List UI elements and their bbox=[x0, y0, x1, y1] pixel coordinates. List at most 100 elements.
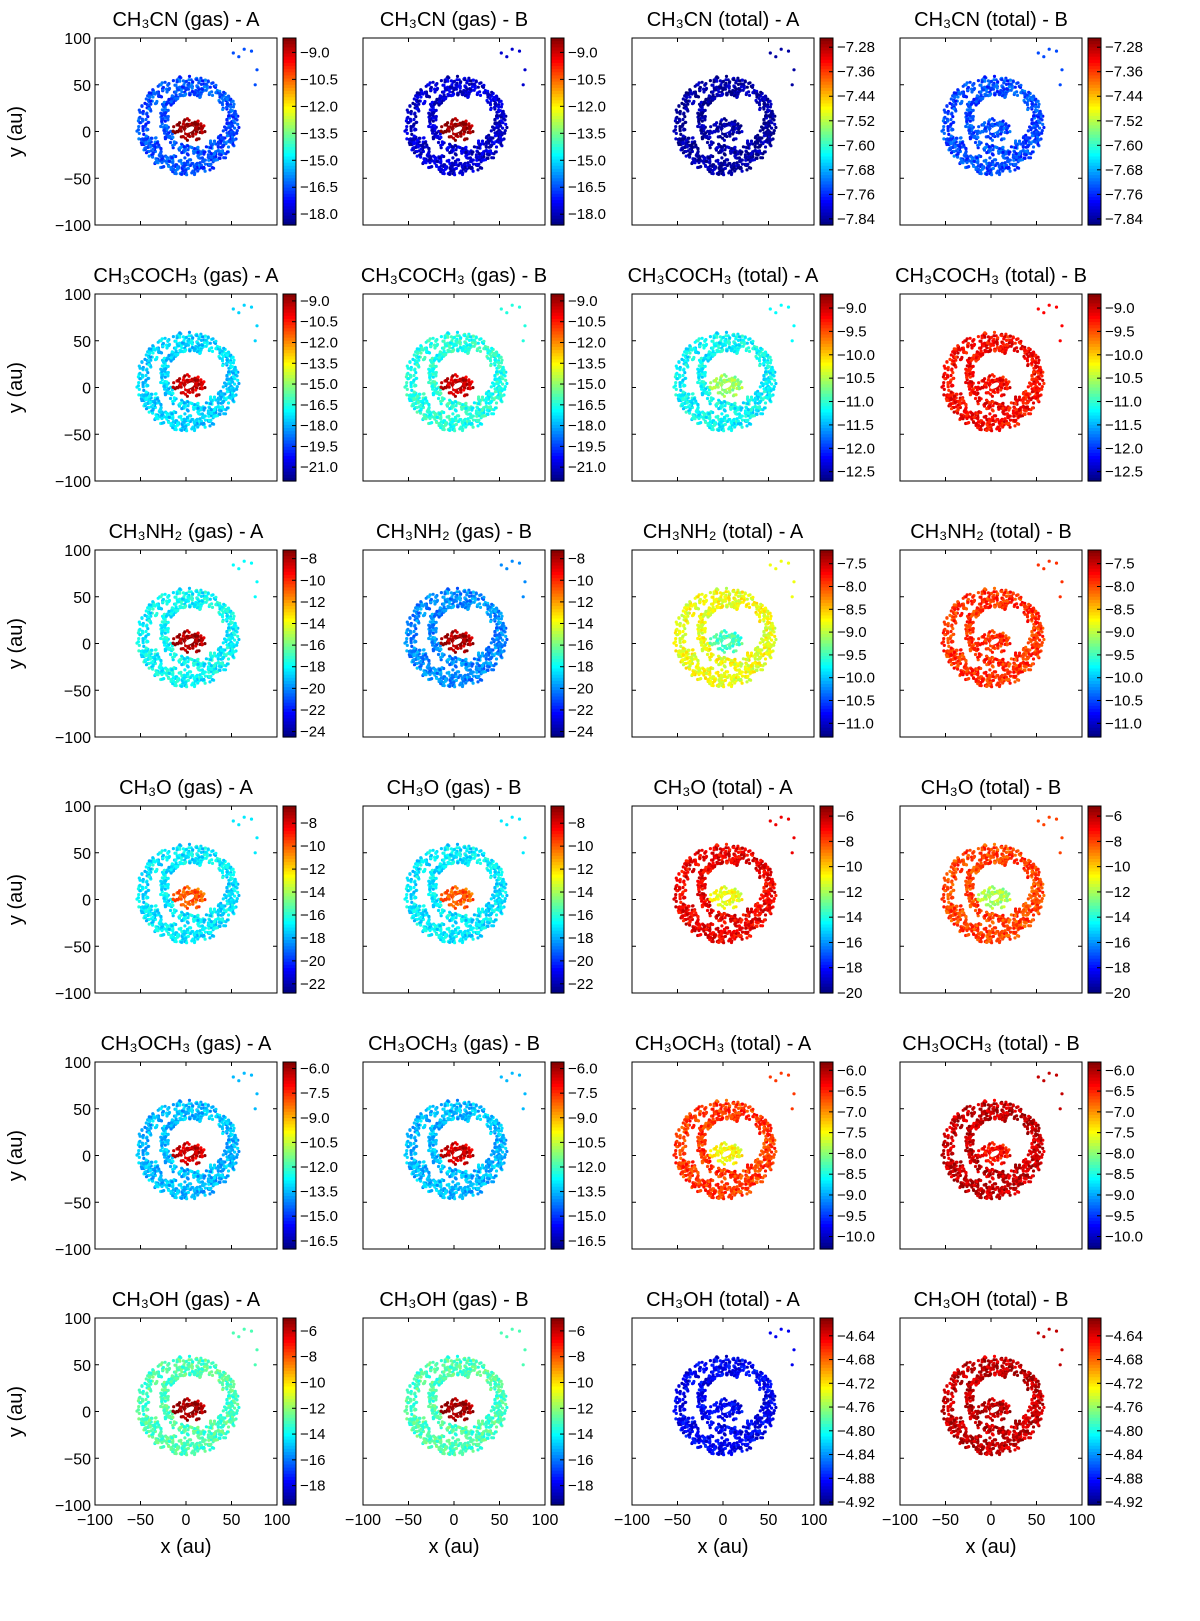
scatter-point bbox=[505, 55, 509, 59]
scatter-point bbox=[953, 144, 957, 148]
scatter-point bbox=[468, 87, 472, 91]
scatter-point bbox=[159, 111, 163, 115]
scatter-point bbox=[942, 131, 946, 135]
scatter-point bbox=[144, 134, 148, 138]
scatter-point bbox=[946, 125, 950, 129]
scatter-point bbox=[419, 147, 423, 151]
scatter-point bbox=[970, 90, 974, 94]
scatter-point bbox=[431, 80, 435, 84]
scatter-point bbox=[1004, 92, 1008, 96]
scatter-point bbox=[233, 121, 237, 125]
scatter-point bbox=[191, 336, 195, 340]
scatter-point bbox=[237, 125, 241, 130]
scatter-point bbox=[451, 93, 455, 97]
scatter-point bbox=[942, 125, 946, 129]
scatter-point bbox=[183, 381, 187, 385]
scatter-point bbox=[1047, 47, 1051, 51]
scatter-point bbox=[500, 138, 504, 142]
scatter-point bbox=[739, 124, 743, 128]
scatter-point bbox=[233, 126, 237, 130]
scatter-point bbox=[190, 427, 194, 431]
scatter-point bbox=[734, 137, 738, 141]
scatter-point bbox=[216, 405, 220, 409]
scatter-point bbox=[983, 79, 987, 83]
scatter-point bbox=[151, 151, 155, 155]
scatter-point bbox=[227, 121, 231, 125]
y-tick-label: 0 bbox=[82, 381, 91, 398]
scatter-point bbox=[231, 371, 235, 375]
scatter-point bbox=[943, 110, 947, 114]
scatter-point bbox=[1006, 160, 1010, 164]
scatter-point bbox=[144, 407, 149, 411]
scatter-point bbox=[1032, 114, 1036, 118]
scatter-point bbox=[184, 168, 188, 172]
scatter-point bbox=[1017, 139, 1022, 143]
scatter-point bbox=[679, 138, 683, 142]
scatter-point bbox=[147, 142, 151, 146]
scatter-point bbox=[498, 109, 503, 113]
scatter-point bbox=[1021, 136, 1025, 140]
scatter-point bbox=[235, 374, 239, 378]
scatter-point bbox=[1008, 169, 1012, 173]
scatter-point bbox=[219, 405, 223, 409]
scatter-point bbox=[983, 75, 987, 79]
scatter-point bbox=[178, 331, 182, 335]
scatter-point bbox=[232, 138, 236, 142]
scatter-point bbox=[141, 367, 145, 371]
scatter-point bbox=[197, 337, 201, 341]
scatter-point bbox=[1011, 153, 1016, 157]
scatter-point bbox=[145, 368, 149, 372]
scatter-point bbox=[198, 351, 202, 355]
scatter-point bbox=[489, 107, 493, 112]
scatter-point bbox=[221, 129, 225, 133]
scatter-point bbox=[681, 134, 685, 138]
scatter-point bbox=[697, 117, 702, 121]
scatter-point bbox=[159, 407, 163, 411]
colorbar-tick-label: −7.28 bbox=[837, 39, 875, 56]
scatter-point bbox=[219, 133, 223, 137]
scatter-point bbox=[988, 125, 992, 129]
scatter-point bbox=[754, 152, 759, 156]
scatter-point bbox=[715, 85, 719, 89]
scatter-point bbox=[193, 406, 197, 410]
scatter-point bbox=[218, 156, 222, 160]
y-tick-label: 100 bbox=[64, 31, 91, 48]
colorbar-tick-label: −7.76 bbox=[837, 186, 875, 203]
scatter-point bbox=[440, 125, 444, 129]
scatter-point bbox=[1036, 99, 1040, 103]
scatter-point bbox=[227, 377, 231, 381]
scatter-point bbox=[487, 136, 492, 140]
scatter-point bbox=[703, 108, 707, 112]
scatter-point bbox=[171, 79, 175, 83]
scatter-point bbox=[230, 388, 234, 392]
scatter-point bbox=[743, 79, 747, 83]
scatter-point bbox=[199, 82, 204, 86]
scatter-point bbox=[138, 115, 142, 119]
scatter-point bbox=[756, 136, 761, 140]
scatter-point bbox=[749, 139, 754, 143]
scatter-point bbox=[718, 135, 722, 139]
scatter-point bbox=[755, 156, 759, 160]
scatter-point bbox=[1012, 158, 1016, 162]
scatter-point bbox=[423, 99, 427, 104]
scatter-point bbox=[717, 151, 721, 155]
scatter-point bbox=[469, 79, 473, 83]
scatter-point bbox=[1010, 86, 1014, 90]
scatter-point bbox=[138, 110, 142, 114]
scatter-point bbox=[464, 86, 468, 90]
scatter-point bbox=[1026, 107, 1030, 112]
scatter-point bbox=[180, 407, 184, 411]
scatter-point bbox=[419, 95, 423, 99]
scatter-point bbox=[498, 132, 502, 136]
scatter-point bbox=[170, 156, 174, 160]
scatter-point bbox=[988, 93, 992, 97]
scatter-point bbox=[1054, 49, 1059, 53]
scatter-point bbox=[155, 355, 159, 360]
scatter-point bbox=[178, 415, 183, 419]
scatter-point bbox=[151, 403, 155, 407]
scatter-point bbox=[225, 390, 229, 394]
scatter-point bbox=[677, 104, 681, 108]
colorbar-tick-label: −7.36 bbox=[837, 64, 875, 81]
scatter-point bbox=[141, 381, 145, 385]
